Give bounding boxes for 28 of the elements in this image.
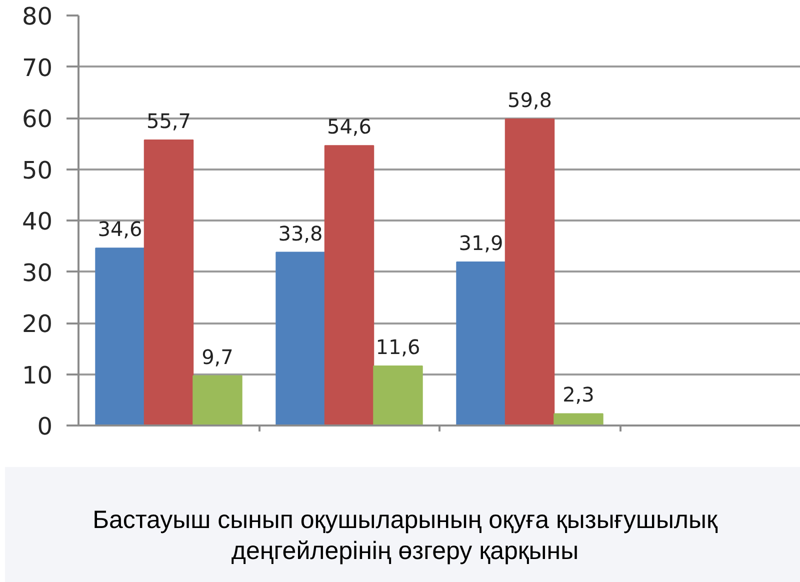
data-label: 31,9: [458, 231, 504, 256]
bar: [95, 248, 145, 426]
text: Бастауыш сынып оқушыларының оқуға қызығушылық деңгейлерінің өзгеру қарқыны: [92, 505, 718, 568]
data-label: 34,6: [98, 217, 142, 242]
data-label: 33,8: [278, 221, 323, 246]
bar: [192, 375, 242, 426]
data-label: 11,6: [376, 335, 420, 360]
bar: [554, 413, 604, 426]
bar: [144, 140, 194, 426]
bar: [276, 252, 326, 426]
y-tick-label: 0: [37, 412, 53, 440]
y-tick-label: 50: [22, 156, 53, 184]
y-tick-label: 80: [22, 2, 53, 30]
bar: [504, 118, 555, 426]
data-label: 9,7: [202, 344, 234, 369]
data-label: 59,8: [507, 88, 552, 112]
bar: [324, 145, 374, 426]
bar: [456, 262, 506, 426]
bar: [373, 366, 423, 426]
y-tick-label: 40: [22, 208, 53, 236]
y-tick-label: 70: [22, 54, 53, 82]
data-label: 2,3: [562, 382, 594, 407]
data-label: 54,6: [326, 114, 372, 139]
y-tick-label: 10: [22, 361, 53, 390]
y-tick-label: 20: [22, 310, 53, 338]
y-tick-label: 30: [22, 258, 53, 287]
y-tick-label: 60: [22, 105, 53, 133]
data-label: 55,7: [146, 109, 192, 134]
